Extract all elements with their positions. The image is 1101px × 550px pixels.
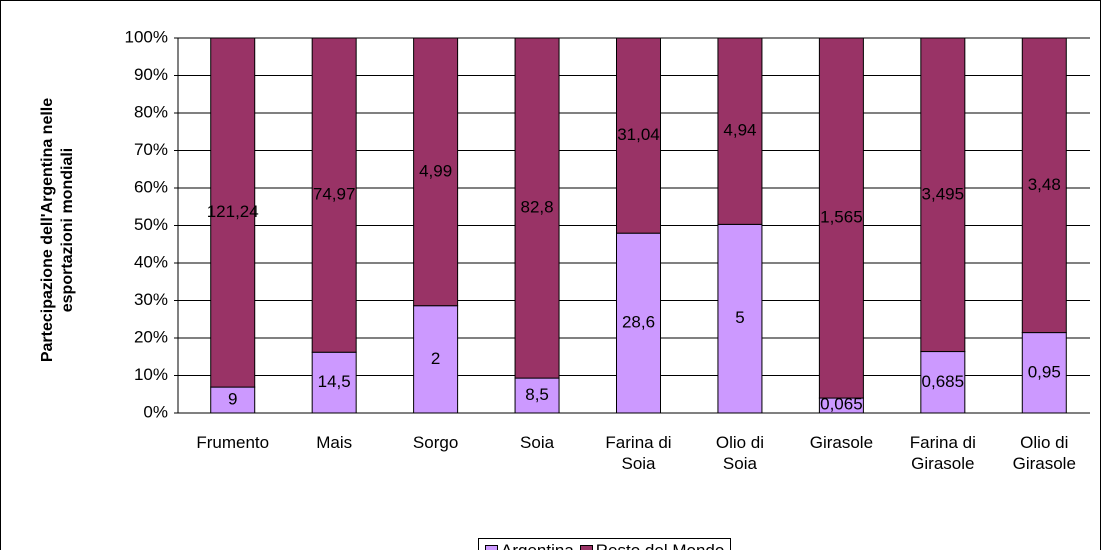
bar-segment: [717, 37, 763, 225]
bar-segment: [210, 386, 256, 414]
data-label: 4,99: [419, 161, 452, 180]
y-tick-label: 80%: [134, 102, 168, 121]
x-tick-label: Soia: [520, 433, 555, 452]
bar-segment: [717, 223, 763, 414]
data-label: 8,5: [525, 385, 549, 404]
x-tick-label: Farina di Girasole: [909, 433, 976, 473]
data-label: 121,24: [207, 202, 259, 221]
data-label: 5: [735, 308, 744, 327]
x-tick-label: Olio di Girasole: [1012, 433, 1076, 473]
bar-segment: [616, 232, 661, 414]
bar-segment: [818, 37, 864, 399]
legend-item: Resto del Mondo: [579, 541, 725, 550]
bar-segment: [616, 37, 661, 234]
x-tick-label: Sorgo: [412, 433, 459, 452]
bar-segment: [920, 37, 966, 353]
legend-swatch: [485, 544, 498, 550]
data-label: 1,565: [820, 208, 863, 227]
y-tick-label: 30%: [134, 290, 168, 309]
bar-segment: [413, 37, 459, 307]
data-label: 3,495: [922, 184, 965, 203]
legend-item: Argentina: [485, 541, 574, 550]
bar-segment: [920, 351, 966, 414]
x-tick-label: Girasole: [809, 433, 874, 452]
y-tick-label: 50%: [134, 215, 168, 234]
x-tick-label: Mais: [316, 433, 353, 452]
bar-segment: [1021, 37, 1067, 334]
bar-segment: [311, 37, 357, 353]
y-tick-label: 0%: [143, 402, 168, 421]
y-tick-label: 100%: [125, 27, 168, 46]
legend-label: Argentina: [501, 541, 574, 550]
data-label: 28,6: [622, 313, 655, 332]
bar-segment: [514, 377, 560, 414]
bar-segment: [311, 351, 357, 414]
y-tick-label: 20%: [134, 327, 168, 346]
bar-segment: [1021, 332, 1067, 414]
data-label: 0,065: [820, 394, 863, 413]
bar-segment: [514, 37, 560, 379]
y-tick-label: 60%: [134, 177, 168, 196]
x-tick-label: Frumento: [196, 433, 270, 452]
data-label: 4,94: [723, 121, 756, 140]
data-label: 14,5: [318, 372, 351, 391]
data-label: 3,48: [1028, 175, 1061, 194]
legend: Argentina Resto del Mondo: [478, 538, 732, 550]
legend-label: Resto del Mondo: [596, 541, 725, 550]
bar-segment: [413, 305, 459, 414]
y-tick-label: 90%: [134, 65, 168, 84]
y-axis-title: Partecipazione dell'Argentina nelle espo…: [39, 97, 76, 363]
data-label: 2: [431, 349, 440, 368]
data-label: 0,685: [922, 372, 965, 391]
x-tick-label: Farina di Soia: [605, 433, 672, 473]
bar-segment: [210, 37, 256, 388]
data-label: 0,95: [1028, 362, 1061, 381]
legend-swatch: [579, 544, 593, 550]
y-tick-label: 70%: [134, 140, 168, 159]
x-tick-label: Olio di Soia: [715, 433, 765, 473]
y-tick-label: 40%: [134, 252, 168, 271]
data-label: 74,97: [313, 185, 356, 204]
data-label: 9: [228, 390, 237, 409]
data-label: 82,8: [521, 198, 554, 217]
y-tick-label: 10%: [134, 365, 168, 384]
data-label: 31,04: [617, 125, 660, 144]
